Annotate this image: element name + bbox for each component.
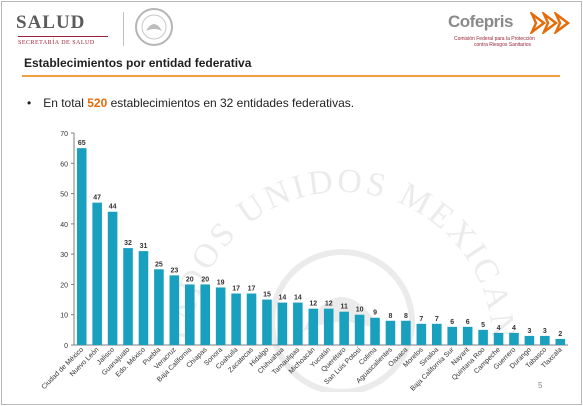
- salud-logo-subtitle: SECRETARÍA DE SALUD: [18, 40, 95, 46]
- cofepris-logo-text: Cofepris: [448, 12, 513, 31]
- cofepris-arrows-icon: [530, 12, 570, 34]
- bar-value-label: 25: [155, 261, 163, 268]
- bar: [76, 148, 87, 345]
- bar: [540, 335, 550, 345]
- bar-value-label: 3: [527, 328, 531, 335]
- bar-value-label: 15: [263, 292, 271, 299]
- bar-value-label: 10: [356, 307, 364, 314]
- y-tick-label: 60: [60, 161, 68, 168]
- salud-logo-rule: [18, 36, 108, 37]
- bar-value-label: 19: [217, 279, 225, 286]
- bullet-dot: •: [27, 96, 32, 110]
- bar-value-label: 20: [186, 276, 194, 283]
- bar-value-label: 2: [558, 331, 562, 338]
- bar: [184, 284, 195, 345]
- bar: [555, 338, 566, 345]
- bar: [385, 320, 396, 345]
- bar: [308, 308, 319, 345]
- bar: [509, 332, 519, 345]
- bar: [370, 317, 380, 345]
- y-tick-label: 0: [64, 343, 68, 350]
- national-seal-icon: [134, 7, 174, 52]
- bar: [416, 323, 427, 345]
- header-divider: [123, 12, 124, 46]
- bar-value-label: 7: [419, 316, 423, 323]
- bar-value-label: 4: [497, 325, 501, 332]
- salud-logo: SALUD SECRETARÍA DE SALUD: [10, 10, 110, 48]
- bar: [231, 293, 241, 345]
- bar-value-label: 9: [373, 310, 377, 317]
- bar: [107, 211, 118, 345]
- bar-value-label: 44: [109, 204, 117, 211]
- bar-value-label: 4: [512, 325, 516, 332]
- bar: [293, 302, 303, 345]
- bar-value-label: 12: [309, 301, 317, 308]
- bar-value-label: 23: [170, 267, 178, 274]
- summary-bullet: • En total 520 establecimientos en 32 ent…: [27, 96, 354, 110]
- y-tick-label: 50: [60, 192, 68, 199]
- bar-value-label: 20: [201, 276, 209, 283]
- cofepris-logo: Cofepris Comisión Federal para la Protec…: [448, 12, 573, 48]
- bar: [246, 293, 257, 345]
- bar-value-label: 6: [450, 319, 454, 326]
- bar-value-label: 11: [340, 304, 348, 311]
- bar-value-label: 5: [481, 322, 485, 329]
- bar: [215, 287, 226, 345]
- bar: [262, 299, 272, 345]
- slide-header: SALUD SECRETARÍA DE SALUD Cofepris Comis…: [2, 2, 581, 52]
- y-tick-label: 20: [60, 282, 68, 289]
- page-number: 5: [538, 381, 543, 390]
- bar-value-label: 14: [294, 295, 302, 302]
- bar: [339, 311, 349, 345]
- bar: [493, 332, 504, 345]
- bar: [138, 251, 149, 345]
- bar: [478, 329, 488, 345]
- bar: [277, 302, 288, 345]
- salud-logo-text: SALUD: [16, 12, 86, 33]
- y-tick-label: 30: [60, 252, 68, 259]
- bar-value-label: 6: [466, 319, 470, 326]
- title-underline: [22, 75, 560, 77]
- bar: [92, 202, 102, 345]
- bar: [401, 320, 411, 345]
- bar: [462, 326, 473, 345]
- bar: [524, 335, 535, 345]
- bar: [323, 308, 334, 345]
- bar-value-label: 12: [325, 301, 333, 308]
- bar-value-label: 32: [124, 240, 132, 247]
- bar: [154, 269, 164, 345]
- slide-title: Establecimientos por entidad federativa: [24, 56, 252, 70]
- bar-value-label: 7: [435, 316, 439, 323]
- bar-value-label: 47: [93, 195, 101, 202]
- bar: [169, 275, 180, 345]
- y-tick-label: 70: [60, 131, 68, 138]
- bar-value-label: 8: [389, 313, 393, 320]
- bar-value-label: 3: [543, 328, 547, 335]
- y-tick-label: 40: [60, 222, 68, 229]
- bar-value-label: 31: [140, 243, 148, 250]
- bar-value-label: 14: [279, 295, 287, 302]
- bar-value-label: 17: [232, 286, 240, 293]
- bar: [354, 314, 365, 345]
- bar-value-label: 65: [78, 140, 86, 147]
- bar-value-label: 17: [248, 286, 256, 293]
- bar: [123, 248, 133, 345]
- y-tick-label: 10: [60, 313, 68, 320]
- bar-value-label: 8: [404, 313, 408, 320]
- bullet-text-after: establecimientos en 32 entidades federat…: [107, 96, 355, 110]
- bullet-text-before: En total: [43, 96, 88, 110]
- total-count: 520: [87, 96, 108, 110]
- cofepris-subtitle-1: Comisión Federal para la Protección: [454, 36, 535, 42]
- bar: [200, 284, 211, 345]
- bar: [447, 326, 458, 345]
- cofepris-subtitle-2: contra Riesgos Sanitarios: [474, 42, 531, 48]
- bar: [431, 323, 442, 345]
